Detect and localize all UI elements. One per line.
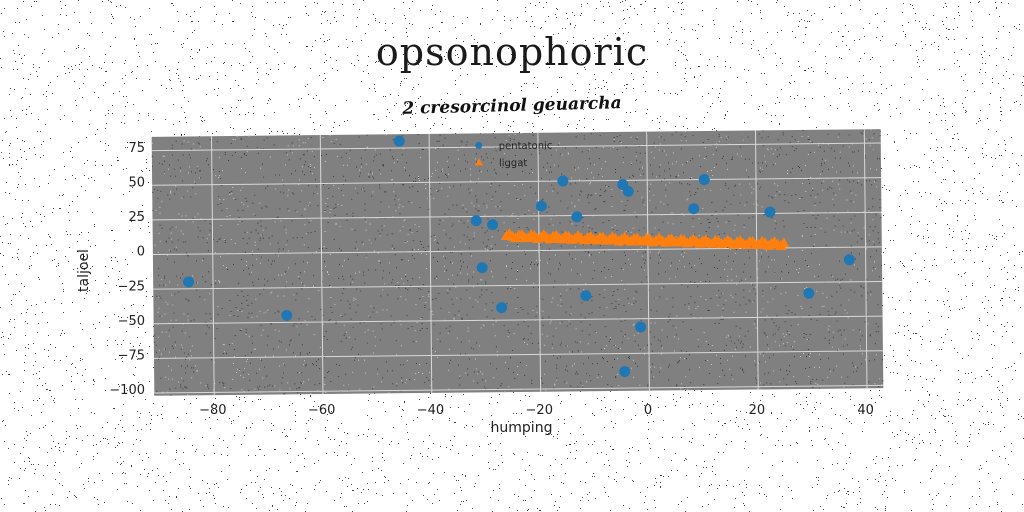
- y-gridline: [153, 315, 883, 325]
- y-gridline: [151, 142, 881, 152]
- data-point: [393, 135, 405, 147]
- data-point: [803, 287, 815, 299]
- legend-marker-pentatonic: [475, 141, 483, 149]
- data-point: [778, 237, 790, 248]
- series-liggat: [500, 228, 790, 251]
- data-point: [571, 211, 583, 223]
- data-point: [487, 219, 499, 231]
- x-gridline: [319, 135, 324, 395]
- series-layer: [183, 135, 855, 377]
- x-axis-ticks: −80 −60 −40 −20 0 20 40: [199, 403, 874, 418]
- y-tick-label: −25: [118, 279, 145, 294]
- data-point: [635, 321, 647, 333]
- y-gridline: [153, 350, 883, 359]
- x-gridline: [863, 129, 868, 389]
- data-point: [619, 365, 631, 377]
- data-point: [622, 185, 634, 197]
- x-tick-label: 40: [857, 403, 874, 418]
- data-point: [281, 309, 293, 321]
- legend-marker-liggat: [474, 158, 483, 166]
- x-tick-label: −20: [526, 403, 553, 418]
- plot-background: [151, 129, 884, 396]
- data-point: [764, 206, 776, 218]
- y-axis-ticks: 75 50 25 0 −25 −50 −75 −100: [109, 141, 145, 398]
- legend-label: liggat: [499, 158, 527, 169]
- x-tick-label: −40: [417, 403, 444, 418]
- y-tick-label: 25: [128, 210, 145, 225]
- x-gridline: [537, 132, 542, 392]
- data-point: [698, 174, 710, 186]
- x-tick-label: 0: [644, 403, 652, 418]
- data-point: [476, 262, 488, 274]
- data-point: [580, 290, 592, 302]
- y-tick-label: −75: [118, 349, 145, 364]
- y-gridline: [154, 384, 884, 394]
- data-point: [535, 200, 547, 212]
- data-point: [470, 215, 482, 227]
- series-pentatonic: [183, 135, 855, 377]
- x-tick-label: 20: [749, 403, 766, 418]
- y-gridline: [153, 281, 883, 290]
- x-gridline: [646, 131, 650, 391]
- x-gridline: [210, 136, 215, 396]
- data-point: [557, 175, 569, 187]
- x-tick-label: −60: [308, 403, 335, 418]
- plot-area: pentatonic liggat: [151, 129, 884, 396]
- grid: [151, 129, 884, 396]
- y-tick-label: 75: [128, 141, 145, 156]
- y-tick-label: 50: [128, 175, 145, 190]
- x-gridline: [428, 133, 433, 393]
- legend-label: pentatonic: [499, 141, 553, 153]
- x-tick-label: −80: [199, 403, 226, 418]
- y-tick-label: −100: [109, 383, 145, 398]
- y-gridline: [152, 211, 882, 221]
- y-axis-label: taljoel: [76, 249, 92, 292]
- y-gridline: [152, 177, 882, 186]
- data-point: [843, 254, 855, 266]
- x-axis-label: humping: [491, 420, 553, 436]
- y-tick-label: −50: [118, 314, 145, 329]
- data-point: [688, 203, 700, 215]
- x-gridline: [754, 130, 759, 390]
- data-point: [496, 302, 508, 314]
- data-point: [183, 276, 195, 288]
- legend: pentatonic liggat: [474, 141, 553, 169]
- y-tick-label: 0: [137, 245, 145, 260]
- figure-title: opsonophoric: [375, 30, 649, 74]
